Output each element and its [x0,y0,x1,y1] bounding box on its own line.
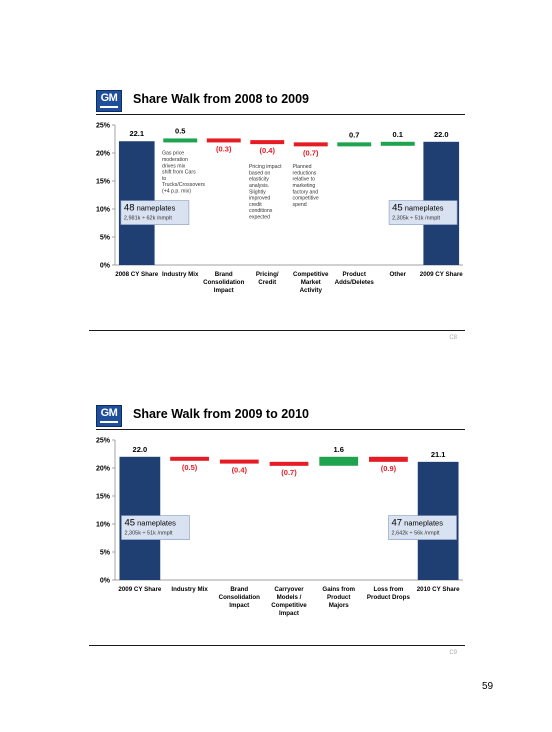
data-label: (0.4) [232,466,248,475]
nameplate-count: 45 nameplates [124,518,176,529]
data-label: (0.5) [182,463,198,472]
data-label: 0.1 [393,130,403,139]
data-label: 1.6 [333,445,343,454]
y-tick-label: 10% [96,207,111,214]
category-label: Industry Mix [162,271,199,278]
increase-bar [380,141,415,146]
increase-bar [163,138,198,143]
y-tick-label: 0% [100,263,111,270]
category-label: 2009 CY Share [420,271,463,278]
nameplate-detail: 2,981k ÷ 62k /nmplt [124,216,172,222]
data-label: (0.3) [216,144,232,153]
increase-bar [319,456,359,466]
nameplate-box [120,200,190,225]
nameplate-detail: 2,305k ÷ 51k /nmplt [392,216,440,222]
category-label: Loss from Product Drops [367,586,411,601]
data-label: 0.5 [175,126,185,135]
annotation-text: Pricing impact based on elasticity analysis… [249,164,282,220]
decrease-bar [170,456,209,461]
y-tick-label: 0% [100,578,111,585]
data-label: 21.1 [431,450,446,459]
category-label: Industry Mix [171,586,208,593]
y-tick-label: 15% [96,179,111,186]
footer-rule [89,645,465,646]
data-label: 22.0 [434,130,449,139]
footer-code: C8 [449,335,457,341]
footer-rule [89,330,465,331]
category-label: Competitive Market Activity [293,271,329,294]
data-label: 22.1 [129,129,144,138]
data-label: (0.4) [260,146,276,155]
decrease-bar [269,461,309,466]
nameplate-count: 47 nameplates [392,518,444,529]
annotation-text: Planned reductions relative to marketing fac… [292,164,318,208]
y-tick-label: 25% [96,123,111,130]
slide-title: Share Walk from 2008 to 2009 [133,92,310,106]
decrease-bar [206,138,241,143]
footer-code: C9 [449,650,457,656]
title-rule [96,114,465,115]
gm-logo: GM [96,90,122,112]
nameplate-count: 48 nameplates [124,203,176,214]
data-label: (0.9) [381,464,397,473]
nameplate-count: 45 nameplates [392,203,444,214]
nameplate-box [121,515,190,540]
title-rule [96,429,465,430]
gm-logo-bar [100,421,118,423]
increase-bar [337,142,372,147]
category-label: Brand Consolidation Impact [203,271,244,294]
category-label: Gains from Product Majors [322,586,355,609]
decrease-bar [219,459,259,464]
category-label: Pricing/Credit [256,271,279,286]
y-tick-label: 15% [96,494,111,501]
decrease-bar [293,142,328,147]
decrease-bar [250,140,285,145]
category-label: Brand Consolidation Impact [219,586,260,609]
waterfall-chart: 0% 5% 10% 15% 20% 25% 22.1 0.5 (0.3) (0.4) (0.7) 0.… [96,123,463,295]
category-label: 2008 CY Share [115,271,158,278]
y-tick-label: 25% [96,438,111,445]
nameplate-detail: 2,305k ÷ 51k /nmplt [124,531,172,537]
slide-title: Share Walk from 2009 to 2010 [133,407,310,421]
y-tick-label: 5% [100,550,111,557]
category-label: Carryover Models / Competitive Impact [271,586,307,617]
data-label: 0.7 [349,130,359,139]
slide-share-walk-2008-2009: GM Share Walk from 2008 to 2009 0% 5% 10% 1… [89,84,465,354]
nameplate-box [388,515,457,540]
gm-logo-text: GM [100,407,118,419]
y-tick-label: 20% [96,466,111,473]
category-label: 2009 CY Share [118,586,161,593]
y-tick-label: 20% [96,151,111,158]
nameplate-box [388,200,458,225]
category-label: 2010 CY Share [417,586,460,593]
category-label: Product Adds/Deletes [335,271,375,286]
decrease-bar [369,456,408,462]
gm-logo-text: GM [100,92,118,104]
data-label: (0.7) [303,148,319,157]
y-tick-label: 10% [96,522,111,529]
annotation-text: Gas price moderation drives mix shift from … [162,151,205,195]
category-label: Other [389,271,406,278]
gm-logo-bar [100,106,118,108]
data-label: 22.0 [133,445,148,454]
data-label: (0.7) [281,468,297,477]
slide-share-walk-2009-2010: GM Share Walk from 2009 to 2010 0% 5% 10% 1… [89,399,465,669]
nameplate-detail: 2,642k ÷ 56k /nmplt [392,531,440,537]
gm-logo: GM [96,405,122,427]
y-tick-label: 5% [100,235,111,242]
page-number: 59 [482,681,494,692]
waterfall-chart: 0% 5% 10% 15% 20% 25% 22.0 (0.5) (0.4) (0.7) 1.6 (0… [96,438,463,617]
